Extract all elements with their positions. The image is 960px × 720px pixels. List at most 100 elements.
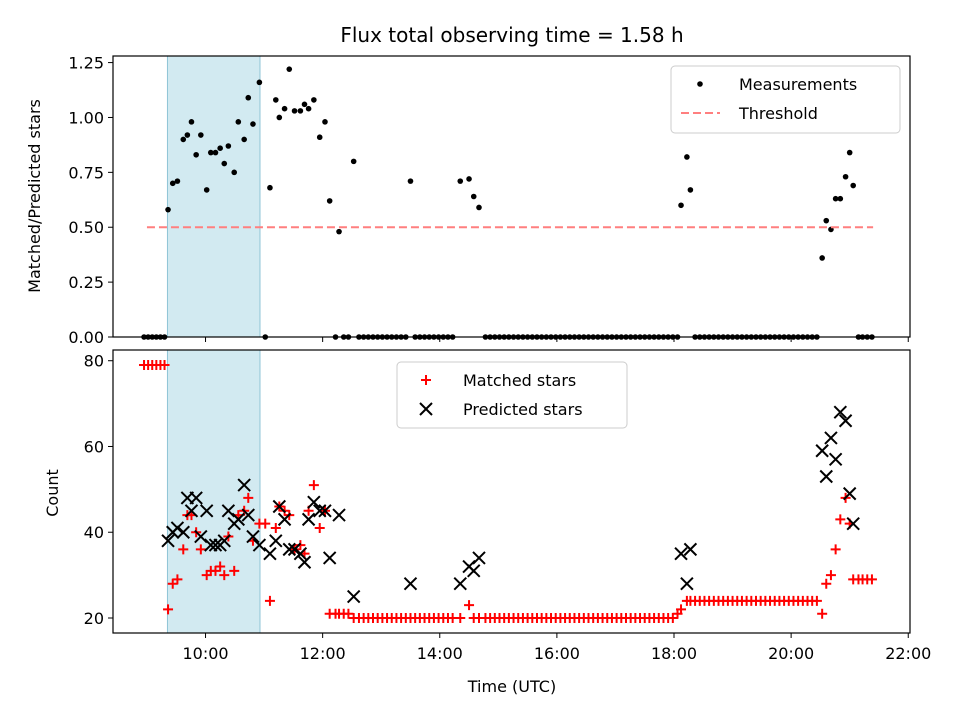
measurement-point — [235, 119, 242, 125]
measurement-point — [684, 154, 690, 160]
y-tick-label: 0.50 — [68, 218, 104, 237]
predicted-star-point — [301, 512, 316, 527]
y-tick-label: 60 — [84, 437, 104, 456]
matched-star-point — [195, 544, 206, 555]
measurement-point — [350, 158, 357, 165]
matched-star-point — [264, 595, 275, 606]
measurement-point — [832, 195, 839, 202]
bottom-legend-box — [396, 361, 628, 429]
predicted-star-point — [170, 521, 185, 535]
bottom-axes-frame — [112, 349, 911, 634]
x-tick-label: 22:00 — [885, 644, 931, 663]
predicted-star-point — [322, 551, 337, 565]
measurement-point — [819, 255, 825, 261]
measurement-point — [846, 149, 853, 156]
x-tick-label: 14:00 — [417, 644, 463, 663]
measurement-point — [212, 149, 219, 156]
measurement-point — [245, 94, 252, 101]
predicted-star-point — [282, 542, 296, 557]
measurement-point — [188, 119, 195, 125]
predicted-star-point — [838, 414, 853, 428]
predicted-star-point — [833, 405, 848, 419]
predicted-star-point — [208, 538, 223, 552]
predicted-star-point — [472, 551, 486, 565]
legend-matched-marker — [421, 375, 431, 385]
matched-star-point — [817, 608, 828, 619]
measurement-point — [842, 173, 849, 180]
measurement-point — [207, 149, 214, 156]
measurement-point — [286, 66, 293, 72]
predicted-star-point — [403, 576, 418, 591]
measurement-point — [193, 151, 199, 158]
measurement-point — [301, 101, 308, 108]
y-tick-label: 40 — [84, 523, 104, 542]
matched-star-point — [811, 595, 822, 606]
predicted-star-point — [453, 576, 467, 591]
measurement-point — [476, 204, 482, 211]
predicted-star-point — [217, 534, 231, 548]
predicted-star-point — [824, 431, 838, 445]
measurement-point — [850, 182, 856, 189]
y-tick-label: 0.00 — [68, 328, 104, 347]
measurement-point — [457, 178, 464, 184]
x-tick-label: 20:00 — [768, 644, 814, 663]
measurement-point — [316, 134, 323, 141]
measurement-point — [241, 136, 247, 143]
measurement-point — [470, 193, 477, 200]
matched-star-point — [314, 522, 325, 533]
y-tick-label: 1.00 — [68, 108, 104, 127]
bottom-ticks: 20 40 60 80 10:00 12:00 14:00 16:00 18:00 20:00 22… — [84, 352, 932, 663]
matched-star-point — [270, 522, 281, 533]
predicted-star-point — [819, 469, 833, 484]
matched-star-point — [830, 544, 841, 555]
x-axis-label: Time (UTC) — [467, 677, 556, 696]
predicted-star-point — [241, 508, 255, 522]
matched-star-point — [455, 612, 466, 623]
legend-matched-label: Matched stars — [463, 371, 576, 390]
legend-predicted-marker — [419, 402, 433, 416]
predicted-star-point — [307, 495, 321, 509]
predicted-star-point — [680, 576, 694, 591]
measurement-point — [198, 132, 204, 138]
measurement-point — [221, 160, 228, 167]
bottom-panel: 20 40 60 80 10:00 12:00 14:00 16:00 18:00 20:00 22… — [43, 349, 932, 696]
predicted-star-point — [297, 555, 312, 569]
legend-measurements-label: Measurements — [739, 75, 857, 94]
legend-threshold-label: Threshold — [738, 104, 818, 123]
predicted-star-point — [269, 534, 283, 548]
predicted-star-point — [263, 546, 277, 561]
measurement-point — [231, 169, 238, 176]
matched-star-point — [219, 570, 230, 581]
predicted-star-point — [846, 516, 860, 531]
matched-star-point — [825, 570, 836, 581]
predicted-star-point — [842, 486, 857, 501]
chart-title: Flux total observing time = 1.58 h — [340, 23, 683, 47]
y-tick-label: 0.25 — [68, 273, 104, 292]
predicted-star-point — [828, 452, 843, 467]
top-legend-box — [670, 65, 901, 134]
top-ticks: 0.00 0.25 0.50 0.75 1.00 1.25 — [68, 54, 909, 347]
matched-star-point — [343, 608, 354, 619]
measurement-point — [180, 136, 187, 143]
bottom-y-axis-label: Count — [43, 469, 62, 517]
measurement-point — [326, 198, 333, 204]
predicted-star-point — [332, 508, 346, 522]
matched-star-point — [676, 604, 687, 615]
matched-star-point — [464, 600, 475, 611]
x-tick-label: 16:00 — [534, 644, 580, 663]
measurement-point — [311, 97, 317, 103]
predicted-star-point — [252, 538, 267, 552]
matched-star-point — [243, 492, 254, 503]
predicted-star-point — [287, 542, 302, 557]
measurement-point — [837, 195, 844, 202]
predicted-star-point — [293, 546, 308, 561]
measurement-point — [823, 217, 830, 224]
measurement-point — [272, 97, 279, 103]
measurement-point — [297, 108, 304, 114]
legend-predicted-label: Predicted stars — [463, 400, 583, 419]
predicted-star-point — [231, 512, 246, 527]
measurement-point — [336, 228, 342, 235]
predicted-star-point — [161, 534, 175, 548]
predicted-star-point — [318, 504, 332, 518]
measurement-point — [225, 143, 232, 149]
